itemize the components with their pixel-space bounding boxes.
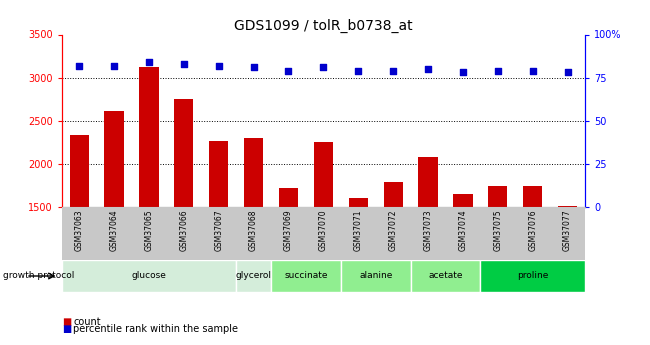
Bar — [453, 194, 473, 207]
Bar — [523, 186, 542, 207]
Point — [318, 65, 328, 70]
Point — [179, 61, 189, 67]
Text: GSM37069: GSM37069 — [284, 210, 293, 251]
Point — [144, 59, 154, 65]
Text: acetate: acetate — [428, 272, 463, 280]
Text: proline: proline — [517, 272, 549, 280]
Point — [283, 68, 294, 73]
Text: ■: ■ — [62, 325, 71, 334]
Text: alanine: alanine — [359, 272, 393, 280]
Bar — [139, 67, 159, 207]
Bar — [558, 206, 577, 207]
Text: growth protocol: growth protocol — [3, 272, 75, 280]
Text: GSM37063: GSM37063 — [75, 210, 84, 251]
Point — [213, 63, 224, 68]
Point — [388, 68, 398, 73]
Bar — [341, 260, 411, 292]
Text: ■: ■ — [62, 317, 71, 327]
Text: GSM37074: GSM37074 — [458, 210, 467, 251]
Text: GSM37073: GSM37073 — [424, 210, 432, 251]
Bar — [348, 197, 368, 207]
Text: GSM37065: GSM37065 — [144, 210, 153, 251]
Point — [527, 68, 538, 73]
Bar — [62, 260, 236, 292]
Text: GSM37077: GSM37077 — [563, 210, 572, 251]
Text: GSM37070: GSM37070 — [319, 210, 328, 251]
Point — [422, 66, 433, 72]
Bar — [419, 157, 437, 207]
Bar — [174, 99, 194, 207]
Bar — [480, 260, 585, 292]
Bar — [488, 186, 508, 207]
Bar — [105, 111, 124, 207]
Text: glycerol: glycerol — [235, 272, 272, 280]
Point — [458, 70, 468, 75]
Point — [109, 63, 120, 68]
Text: GSM37066: GSM37066 — [179, 210, 188, 251]
Text: glucose: glucose — [131, 272, 166, 280]
Text: succinate: succinate — [284, 272, 328, 280]
Text: GSM37067: GSM37067 — [214, 210, 223, 251]
Text: percentile rank within the sample: percentile rank within the sample — [73, 325, 239, 334]
Bar — [279, 188, 298, 207]
Point — [353, 68, 363, 73]
Text: GSM37072: GSM37072 — [389, 210, 398, 251]
Bar — [314, 142, 333, 207]
Text: GSM37071: GSM37071 — [354, 210, 363, 251]
Bar — [209, 141, 228, 207]
Text: count: count — [73, 317, 101, 327]
Point — [74, 63, 85, 68]
Bar — [244, 138, 263, 207]
Point — [493, 68, 503, 73]
Bar — [411, 260, 480, 292]
Bar — [271, 260, 341, 292]
Point — [562, 70, 573, 75]
Text: GSM37064: GSM37064 — [110, 210, 118, 251]
Text: GSM37075: GSM37075 — [493, 210, 502, 251]
Point — [248, 65, 259, 70]
Text: GSM37076: GSM37076 — [528, 210, 537, 251]
Bar — [70, 135, 89, 207]
Title: GDS1099 / tolR_b0738_at: GDS1099 / tolR_b0738_at — [234, 19, 413, 33]
Text: GSM37068: GSM37068 — [249, 210, 258, 251]
Bar — [236, 260, 271, 292]
Bar — [384, 182, 403, 207]
